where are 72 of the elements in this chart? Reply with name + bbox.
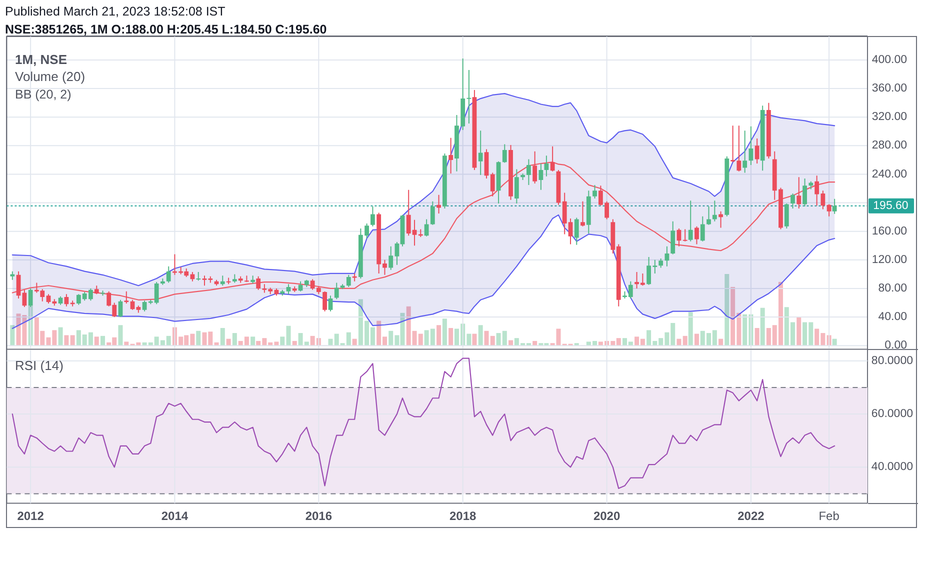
candlestick [124, 291, 129, 304]
y-tick-label: 320.00 [872, 111, 907, 124]
chart-title: Volume (20) [15, 69, 86, 84]
y-tick-label: 360.00 [872, 82, 907, 95]
bar [118, 325, 123, 346]
bar [682, 336, 688, 346]
bar [442, 318, 447, 346]
candlestick [478, 130, 483, 175]
y-tick-label: 0.00 [884, 340, 907, 352]
bar [724, 274, 730, 346]
y-tick-label: 60.0000 [871, 408, 913, 420]
bar [280, 336, 285, 346]
candlestick [742, 130, 748, 173]
bar [70, 335, 75, 346]
bar [100, 336, 105, 346]
bar [10, 325, 15, 346]
candlestick [232, 274, 237, 283]
bar [196, 330, 201, 346]
candlestick [70, 300, 75, 306]
bar [694, 334, 699, 346]
bar [232, 333, 237, 346]
candlestick [718, 211, 723, 228]
x-tick-label: 2018 [449, 509, 477, 524]
line-series [12, 358, 836, 489]
bar [250, 336, 256, 346]
x-tick-label: 2022 [738, 509, 765, 524]
bar [760, 308, 765, 346]
bar [448, 328, 454, 346]
annotation: BB (20, 2) [15, 87, 72, 102]
candlestick [688, 200, 693, 242]
text: 1M, NSE [15, 52, 68, 68]
y-tick-label: 40.00 [878, 311, 907, 324]
y-tick-label: 160.00 [872, 225, 907, 238]
candlestick [418, 229, 423, 238]
candlestick [448, 138, 454, 174]
x-tick-label: 2016 [305, 509, 332, 524]
ref-line-label: 195.60 [873, 200, 908, 212]
y-tick-label: 40.0000 [871, 461, 913, 474]
bar [436, 325, 442, 346]
bar [472, 334, 477, 346]
y-tick-label: 240.00 [872, 168, 907, 180]
bar [58, 327, 63, 346]
annotation: NSE:3851265, 1M O:188.00 H:205.45 L:184.50 C:195.60 [5, 22, 327, 36]
bar [490, 336, 495, 346]
text: Published March 21, 2023 18:52:08 IST [5, 4, 226, 18]
y-tick-label: 280.00 [872, 140, 907, 152]
candlestick [436, 194, 441, 214]
text: RSI (14) [15, 358, 64, 374]
candlestick [580, 201, 585, 226]
candlestick [244, 276, 249, 282]
bar [688, 312, 693, 346]
bar [796, 317, 802, 346]
y-tick-label: 120.00 [872, 254, 907, 266]
x-tick-label: Feb [818, 509, 840, 524]
line-series [12, 162, 836, 300]
bar [94, 336, 99, 346]
bar [220, 328, 225, 346]
y-tick-label: 400.00 [872, 54, 907, 66]
candlestick [682, 229, 688, 242]
x-tick-label: 2014 [161, 509, 188, 524]
bar [484, 330, 489, 346]
y-tick-label: 80.00 [878, 282, 907, 294]
candlestick [10, 271, 15, 280]
x-tick-label: 2012 [17, 509, 44, 524]
candlestick [352, 273, 357, 282]
bar [64, 335, 69, 346]
x-tick-label: 2020 [593, 509, 620, 524]
bar [478, 325, 483, 346]
y-tick-label: 80.0000 [871, 354, 913, 367]
candlestick [196, 272, 201, 281]
bar [754, 328, 760, 346]
bar [286, 326, 291, 346]
